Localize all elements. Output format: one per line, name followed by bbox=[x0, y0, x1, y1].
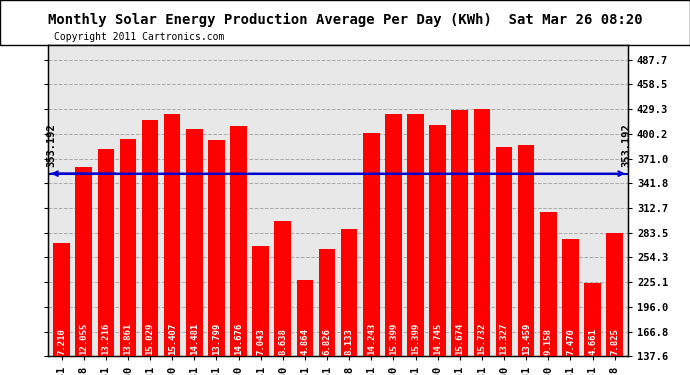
Bar bbox=[584, 283, 601, 356]
Text: Copyright 2011 Cartronics.com: Copyright 2011 Cartronics.com bbox=[54, 32, 224, 42]
Bar bbox=[253, 246, 269, 356]
Bar bbox=[341, 228, 357, 356]
FancyBboxPatch shape bbox=[0, 0, 690, 45]
Text: 13.861: 13.861 bbox=[124, 322, 132, 354]
Text: 9.158: 9.158 bbox=[544, 328, 553, 354]
Text: 14.243: 14.243 bbox=[367, 322, 376, 354]
Text: 13.327: 13.327 bbox=[500, 322, 509, 354]
Bar bbox=[473, 109, 490, 356]
Text: 12.055: 12.055 bbox=[79, 322, 88, 354]
Bar bbox=[53, 243, 70, 356]
Text: 7.043: 7.043 bbox=[256, 328, 265, 354]
Text: 13.459: 13.459 bbox=[522, 322, 531, 354]
Bar bbox=[607, 233, 623, 356]
Bar bbox=[186, 129, 203, 356]
Bar bbox=[164, 114, 181, 356]
Bar bbox=[518, 145, 535, 356]
Text: 7.825: 7.825 bbox=[610, 328, 619, 354]
Bar bbox=[97, 148, 114, 356]
Text: 4.661: 4.661 bbox=[588, 328, 597, 354]
Text: 353.192: 353.192 bbox=[47, 123, 57, 167]
Text: 14.745: 14.745 bbox=[433, 322, 442, 354]
Text: 8.133: 8.133 bbox=[345, 328, 354, 354]
Bar bbox=[385, 114, 402, 356]
Bar bbox=[141, 120, 159, 356]
Text: 13.216: 13.216 bbox=[101, 322, 110, 354]
Text: 6.826: 6.826 bbox=[322, 328, 331, 354]
Text: 4.864: 4.864 bbox=[300, 328, 309, 354]
Text: Monthly Solar Energy Production Average Per Day (KWh)  Sat Mar 26 08:20: Monthly Solar Energy Production Average … bbox=[48, 13, 642, 27]
Bar bbox=[451, 110, 468, 356]
Bar bbox=[429, 124, 446, 356]
Bar bbox=[75, 167, 92, 356]
Text: 15.029: 15.029 bbox=[146, 322, 155, 354]
Text: 7.210: 7.210 bbox=[57, 328, 66, 354]
Bar bbox=[407, 114, 424, 356]
Text: 15.674: 15.674 bbox=[455, 322, 464, 354]
Text: 7.470: 7.470 bbox=[566, 328, 575, 354]
Text: 8.638: 8.638 bbox=[278, 328, 287, 354]
Text: 15.407: 15.407 bbox=[168, 322, 177, 354]
Bar bbox=[230, 126, 247, 356]
Text: 14.676: 14.676 bbox=[234, 322, 243, 354]
Bar bbox=[495, 147, 512, 356]
Bar bbox=[319, 249, 335, 356]
Bar bbox=[119, 138, 136, 356]
Text: 15.399: 15.399 bbox=[411, 322, 420, 354]
Text: 15.399: 15.399 bbox=[389, 322, 398, 354]
Bar bbox=[363, 132, 380, 356]
Bar bbox=[208, 140, 225, 356]
Text: 15.732: 15.732 bbox=[477, 322, 486, 354]
Bar bbox=[297, 280, 313, 356]
Bar bbox=[562, 239, 579, 356]
Bar bbox=[275, 220, 291, 356]
Bar bbox=[540, 212, 557, 356]
Text: 14.481: 14.481 bbox=[190, 322, 199, 354]
Text: 13.799: 13.799 bbox=[212, 322, 221, 354]
Text: 353.192: 353.192 bbox=[622, 123, 632, 167]
